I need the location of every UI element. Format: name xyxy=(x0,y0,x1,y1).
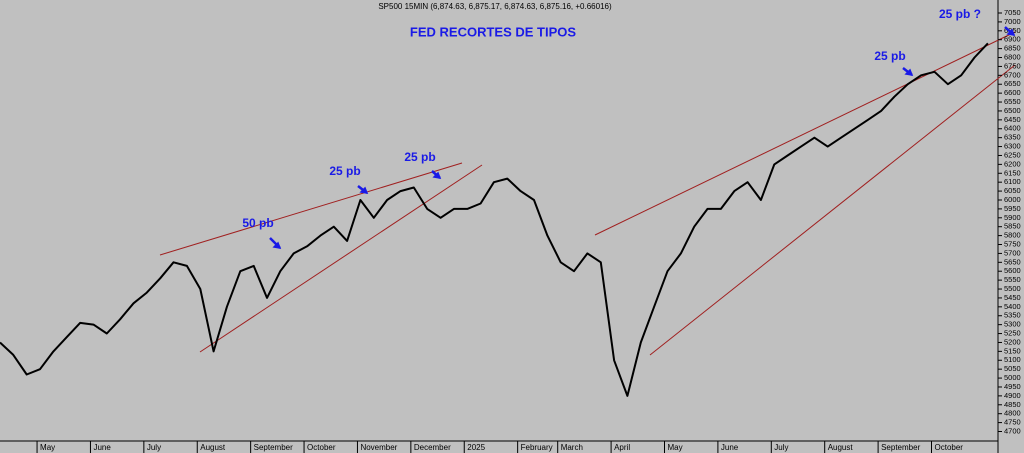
y-tick-label: 5150 xyxy=(1004,346,1021,355)
price-line xyxy=(0,42,989,397)
y-tick-label: 6000 xyxy=(1004,195,1021,204)
y-tick-label: 5900 xyxy=(1004,213,1021,222)
y-tick-label: 4900 xyxy=(1004,391,1021,400)
y-tick-label: 6750 xyxy=(1004,61,1021,70)
annotation: 50 pb xyxy=(242,216,273,230)
x-tick-label: July xyxy=(774,443,788,452)
y-tick-label: 6450 xyxy=(1004,115,1021,124)
y-tick-label: 6550 xyxy=(1004,97,1021,106)
x-tick-label: February xyxy=(521,443,553,452)
y-tick-label: 5800 xyxy=(1004,231,1021,240)
y-tick-label: 5050 xyxy=(1004,364,1021,373)
trend-lines xyxy=(159,31,1016,356)
x-tick-label: March xyxy=(561,443,583,452)
x-tick-label: October xyxy=(935,443,964,452)
y-tick-label: 6250 xyxy=(1004,150,1021,159)
y-tick-label: 6700 xyxy=(1004,70,1021,79)
y-tick-label: 6100 xyxy=(1004,177,1021,186)
y-tick-label: 6500 xyxy=(1004,106,1021,115)
y-tick-label: 6350 xyxy=(1004,133,1021,142)
annotation-arrowhead xyxy=(1006,28,1016,36)
chart-header: SP500 15MIN (6,874.63, 6,875.17, 6,874.6… xyxy=(378,2,612,11)
annotation: 25 pb xyxy=(404,150,435,164)
x-tick-label: September xyxy=(881,443,920,452)
y-tick-label: 4750 xyxy=(1004,418,1021,427)
y-tick-label: 5500 xyxy=(1004,284,1021,293)
y-tick-label: 5100 xyxy=(1004,355,1021,364)
annotation: 25 pb xyxy=(874,49,905,63)
y-tick-label: 4800 xyxy=(1004,409,1021,418)
y-tick-label: 5350 xyxy=(1004,311,1021,320)
y-tick-label: 7050 xyxy=(1004,8,1021,17)
annotation: 25 pb xyxy=(329,164,360,178)
x-tick-label: August xyxy=(828,443,854,452)
annotation-arrowhead xyxy=(432,171,442,179)
annotation: 25 pb ? xyxy=(939,7,981,21)
y-tick-label: 6300 xyxy=(1004,142,1021,151)
x-tick-label: December xyxy=(414,443,451,452)
trend-line xyxy=(594,31,1016,236)
y-tick-label: 5850 xyxy=(1004,222,1021,231)
y-tick-label: 6800 xyxy=(1004,53,1021,62)
trend-line xyxy=(649,64,1016,356)
y-tick-label: 5200 xyxy=(1004,337,1021,346)
y-tick-label: 6600 xyxy=(1004,88,1021,97)
y-tick-label: 6050 xyxy=(1004,186,1021,195)
annotation-arrowhead xyxy=(359,186,369,194)
x-tick-label: June xyxy=(93,443,111,452)
y-tick-label: 4850 xyxy=(1004,400,1021,409)
y-tick-label: 7000 xyxy=(1004,17,1021,26)
y-tick-label: 5450 xyxy=(1004,293,1021,302)
x-tick-label: April xyxy=(614,443,630,452)
y-tick-label: 5000 xyxy=(1004,373,1021,382)
y-tick-label: 6850 xyxy=(1004,44,1021,53)
y-tick-label: 6150 xyxy=(1004,168,1021,177)
y-tick-label: 4950 xyxy=(1004,382,1021,391)
y-tick-label: 5950 xyxy=(1004,204,1021,213)
x-tick-label: July xyxy=(147,443,161,452)
y-tick-label: 5600 xyxy=(1004,266,1021,275)
x-tick-label: May xyxy=(668,443,683,452)
x-tick-label: May xyxy=(40,443,55,452)
y-tick-label: 5250 xyxy=(1004,329,1021,338)
y-tick-label: 6200 xyxy=(1004,159,1021,168)
y-tick-label: 5650 xyxy=(1004,257,1021,266)
y-tick-label: 6900 xyxy=(1004,35,1021,44)
chart-title: FED RECORTES DE TIPOS xyxy=(410,24,576,39)
x-tick-label: September xyxy=(254,443,293,452)
y-tick-label: 5750 xyxy=(1004,239,1021,248)
y-tick-label: 5550 xyxy=(1004,275,1021,284)
y-tick-label: 5400 xyxy=(1004,302,1021,311)
x-tick-label: November xyxy=(360,443,397,452)
y-tick-label: 5300 xyxy=(1004,320,1021,329)
y-tick-label: 6650 xyxy=(1004,79,1021,88)
annotation-arrowhead xyxy=(272,241,282,249)
trend-line xyxy=(159,162,463,256)
annotation-arrowhead xyxy=(904,68,914,76)
x-tick-label: August xyxy=(200,443,226,452)
x-tick-label: October xyxy=(307,443,336,452)
x-tick-label: June xyxy=(721,443,739,452)
y-tick-label: 4700 xyxy=(1004,426,1021,435)
y-tick-label: 5700 xyxy=(1004,248,1021,257)
trend-line xyxy=(199,164,483,353)
x-tick-label: 2025 xyxy=(467,443,485,452)
y-tick-label: 6400 xyxy=(1004,124,1021,133)
